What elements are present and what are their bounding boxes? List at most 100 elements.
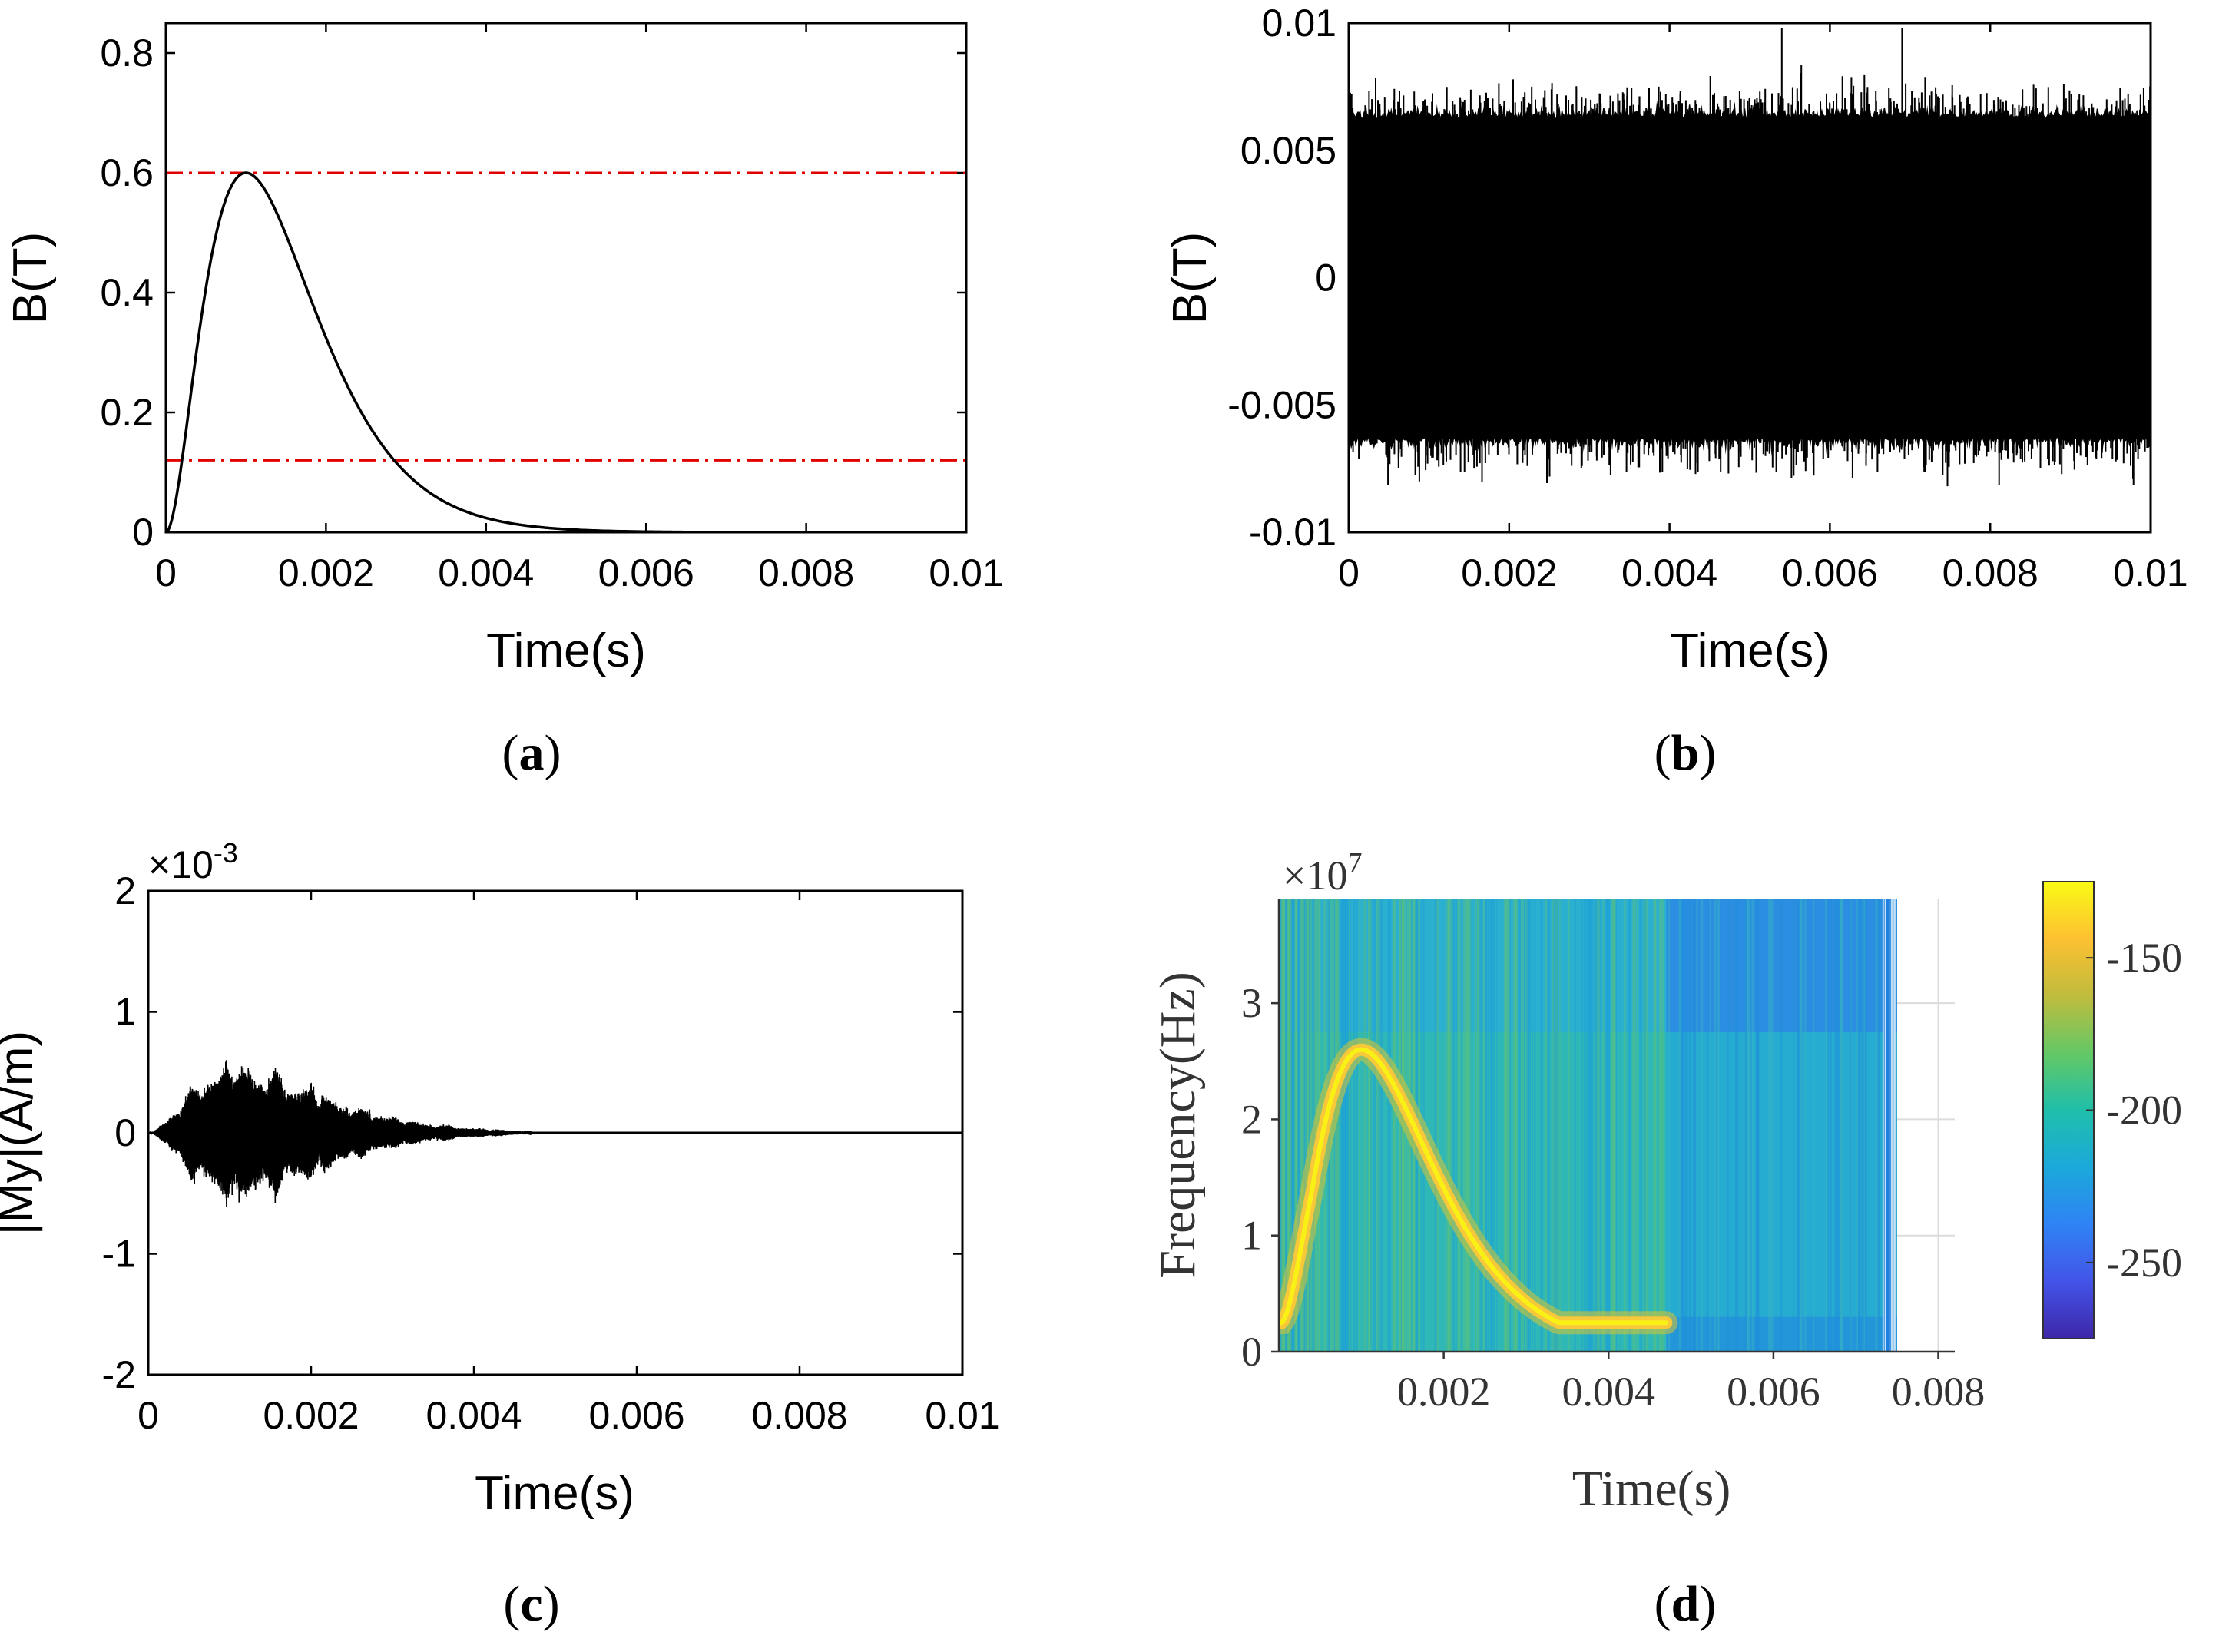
d-colorbar-tick-label: -200 (2106, 1088, 2182, 1134)
d-stripe (1303, 899, 1306, 1352)
d-spectrogram-stripes (1279, 899, 1896, 1352)
d-stripe (1546, 899, 1551, 1352)
d-stripe (1372, 899, 1376, 1352)
d-colorbar (2042, 881, 2095, 1339)
d-stripe (1599, 899, 1602, 1352)
d-bg-floor (1666, 1316, 1897, 1352)
d-stripe (1505, 899, 1509, 1352)
d-stripe (1285, 899, 1287, 1352)
d-stripe (1306, 899, 1310, 1352)
d-stripe-edge (1887, 899, 1889, 1352)
d-caption-close: ) (1699, 1576, 1716, 1632)
d-stripe (1700, 899, 1704, 1352)
d-stripe (1678, 899, 1682, 1352)
b-ytick-label: -0.01 (1249, 511, 1336, 554)
c-caption-letter: c (520, 1576, 542, 1632)
d-stripe (1434, 899, 1438, 1352)
d-stripe (1716, 899, 1717, 1352)
d-stripe (1552, 899, 1555, 1352)
d-stripe (1757, 899, 1760, 1352)
d-stripe (1335, 899, 1340, 1352)
d-stripe (1336, 899, 1339, 1352)
a-ytick-label: 0.6 (100, 151, 154, 194)
d-stripe (1554, 899, 1558, 1352)
d-stripe (1628, 899, 1631, 1352)
d-stripe (1343, 899, 1347, 1352)
d-stripe (1477, 899, 1480, 1352)
d-exponent-power: 7 (1347, 847, 1362, 879)
d-stripe (1283, 899, 1287, 1352)
b-xtick-label: 0.004 (1621, 551, 1717, 594)
d-stripe (1496, 899, 1498, 1352)
d-xtick-label: 0.004 (1562, 1369, 1656, 1415)
a-caption-letter: a (519, 725, 545, 781)
d-stripe (1399, 899, 1403, 1352)
d-stripe (1681, 899, 1685, 1352)
d-xtick-label: 0.002 (1397, 1369, 1491, 1415)
d-xtick-label: 0.006 (1727, 1369, 1820, 1415)
d-stripe (1285, 899, 1288, 1352)
d-stripe (1297, 899, 1301, 1352)
d-stripe (1804, 899, 1807, 1352)
d-colorbar-ticks: -150 -200 -250 (2086, 935, 2182, 1286)
d-stripe (1526, 899, 1530, 1352)
d-stripe (1840, 899, 1843, 1352)
d-stripe (1503, 899, 1508, 1352)
d-stripe (1457, 899, 1461, 1352)
d-caption: (d) (1654, 1576, 1717, 1632)
d-stripe (1381, 899, 1383, 1352)
d-stripe (1825, 899, 1827, 1352)
c-ylabel: |My|(A/m) (0, 1031, 43, 1235)
a-xtick-label: 0.004 (438, 551, 534, 594)
a-pulse-curve (166, 171, 966, 532)
c-caption-open: ( (503, 1576, 520, 1632)
d-stripe (1480, 899, 1483, 1352)
c-xtick-label: 0.004 (426, 1394, 522, 1437)
d-stripe (1693, 899, 1695, 1352)
d-stripe (1850, 899, 1852, 1352)
d-stripe (1746, 899, 1748, 1352)
d-stripe (1477, 899, 1480, 1352)
d-exponent-base: ×10 (1283, 852, 1347, 899)
d-stripe (1799, 899, 1801, 1352)
b-ytick-label: 0.005 (1240, 129, 1336, 172)
c-xtick-label: 0 (137, 1394, 159, 1437)
d-stripe (1555, 899, 1558, 1352)
d-stripe (1356, 899, 1358, 1352)
d-stripe (1474, 899, 1477, 1352)
d-colorbar-tick-label: -250 (2106, 1240, 2182, 1286)
b-xtick-label: 0.008 (1942, 551, 2038, 594)
d-ridge-peak (1279, 1047, 1669, 1326)
d-xtick-label: 0.008 (1892, 1369, 1986, 1415)
d-stripe-edge (1886, 899, 1888, 1352)
d-stripe (1532, 899, 1533, 1352)
d-stripe (1594, 899, 1598, 1352)
axes-frame-a (164, 22, 968, 534)
d-stripe (1540, 899, 1543, 1352)
d-stripe (1875, 899, 1879, 1352)
d-stripe (1363, 899, 1366, 1352)
d-stripe (1462, 899, 1466, 1352)
d-stripe (1478, 899, 1481, 1352)
c-xtick-label: 0.006 (588, 1394, 684, 1437)
d-stripe (1282, 899, 1284, 1352)
d-stripe (1568, 899, 1570, 1352)
d-stripe (1509, 899, 1511, 1352)
d-stripe (1612, 899, 1616, 1352)
d-stripe (1528, 899, 1531, 1352)
a-threshold-lines (166, 171, 966, 462)
d-stripe (1534, 899, 1536, 1352)
d-stripe (1515, 899, 1518, 1352)
a-xtick-label: 0.008 (758, 551, 854, 594)
d-stripe (1827, 899, 1830, 1352)
d-stripe (1839, 899, 1843, 1352)
d-stripe (1363, 899, 1366, 1352)
a-xtick-label: 0.01 (929, 551, 1003, 594)
d-stripe (1387, 899, 1391, 1352)
c-exponent-label: ×10-3 (148, 837, 238, 886)
d-stripe-edge (1882, 899, 1884, 1352)
d-stripe (1770, 899, 1774, 1352)
d-stripe (1727, 899, 1729, 1352)
d-stripe (1632, 899, 1636, 1352)
